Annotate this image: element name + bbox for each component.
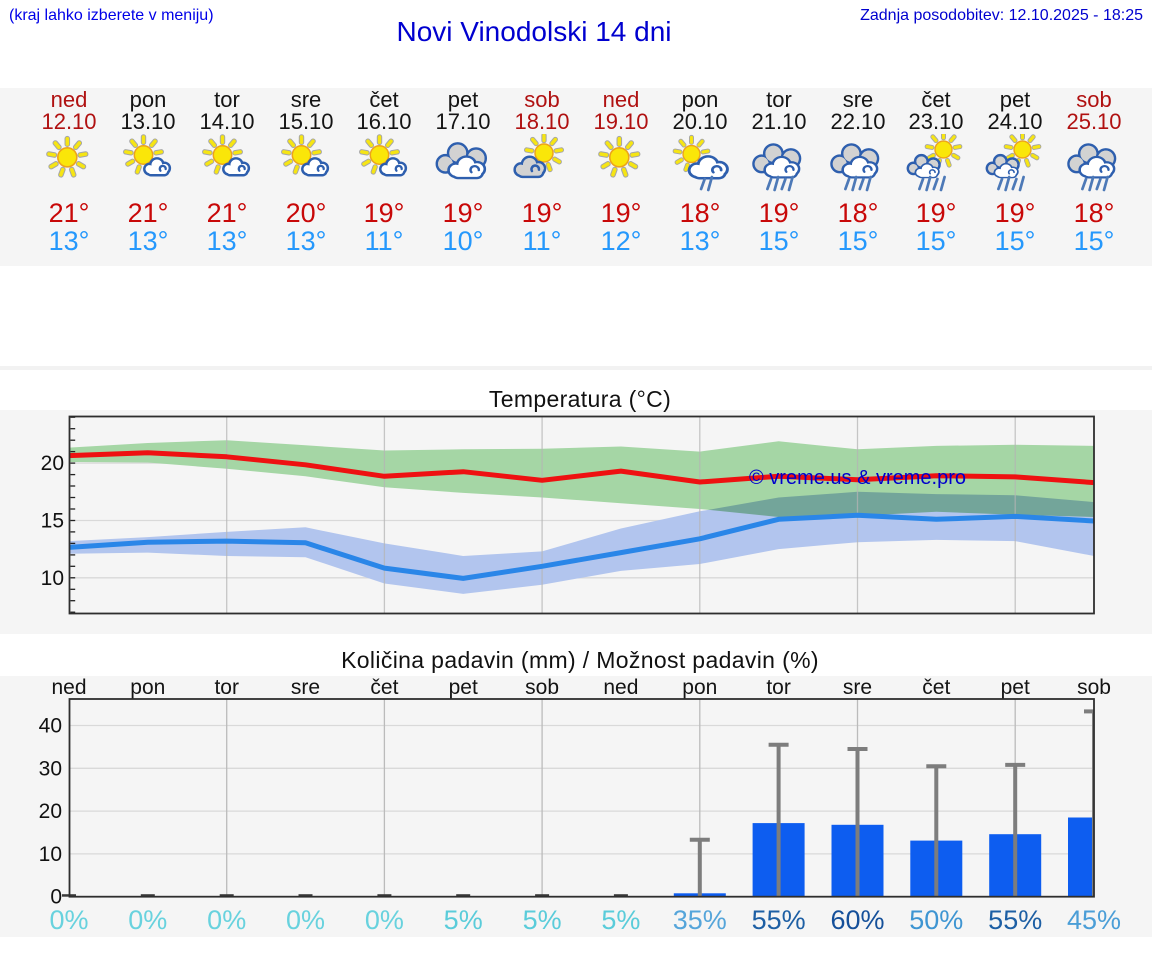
svg-text:čet: čet	[922, 676, 950, 699]
svg-text:0%: 0%	[128, 905, 167, 935]
svg-text:55%: 55%	[752, 905, 806, 935]
svg-text:pon: pon	[130, 676, 165, 699]
svg-text:10: 10	[41, 567, 64, 590]
svg-text:0: 0	[50, 886, 62, 909]
svg-text:0%: 0%	[365, 905, 404, 935]
svg-text:sob: sob	[525, 676, 559, 699]
svg-text:5%: 5%	[601, 905, 640, 935]
svg-text:20: 20	[39, 800, 62, 823]
svg-text:0%: 0%	[286, 905, 325, 935]
svg-text:35%: 35%	[673, 905, 727, 935]
svg-text:čet: čet	[370, 676, 398, 699]
svg-text:tor: tor	[214, 676, 239, 699]
svg-text:0%: 0%	[207, 905, 246, 935]
svg-text:pon: pon	[682, 676, 717, 699]
svg-text:tor: tor	[766, 676, 791, 699]
svg-text:pet: pet	[1001, 676, 1030, 699]
svg-text:20: 20	[41, 452, 64, 475]
svg-text:ned: ned	[51, 676, 86, 699]
svg-text:pet: pet	[449, 676, 478, 699]
svg-text:ned: ned	[603, 676, 638, 699]
svg-text:15: 15	[41, 510, 64, 533]
svg-text:sre: sre	[291, 676, 320, 699]
svg-text:45%: 45%	[1067, 905, 1121, 935]
svg-text:55%: 55%	[988, 905, 1042, 935]
svg-text:50%: 50%	[909, 905, 963, 935]
svg-text:sob: sob	[1077, 676, 1111, 699]
svg-text:10: 10	[39, 843, 62, 866]
svg-text:© vreme.us & vreme.pro: © vreme.us & vreme.pro	[749, 467, 966, 489]
svg-text:sre: sre	[843, 676, 872, 699]
svg-text:5%: 5%	[523, 905, 562, 935]
svg-text:0%: 0%	[49, 905, 88, 935]
svg-text:30: 30	[39, 757, 62, 780]
svg-text:60%: 60%	[830, 905, 884, 935]
svg-text:40: 40	[39, 715, 62, 738]
svg-text:5%: 5%	[444, 905, 483, 935]
